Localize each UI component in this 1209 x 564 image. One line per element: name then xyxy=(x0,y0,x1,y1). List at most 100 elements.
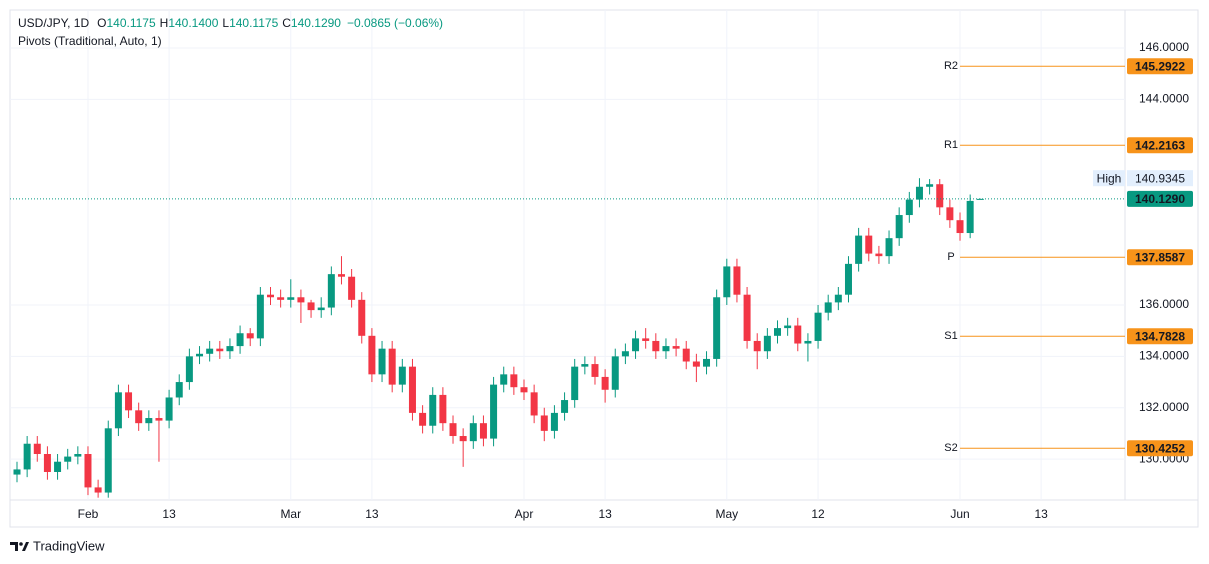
ohlc-key: O xyxy=(97,16,106,30)
last-price-label: 140.1290 xyxy=(1135,192,1185,206)
candle-body xyxy=(976,198,984,200)
y-tick-label: 134.0000 xyxy=(1139,349,1189,363)
candle-body xyxy=(550,412,558,431)
candle-body xyxy=(490,384,498,439)
candle-body xyxy=(388,348,396,385)
pivot-name: P xyxy=(947,251,954,263)
candle-body xyxy=(317,307,325,311)
candle-body xyxy=(692,361,700,367)
candle-body xyxy=(713,297,721,359)
candle-body xyxy=(824,302,832,313)
candle-body xyxy=(561,400,569,413)
candle-body xyxy=(267,294,274,298)
candle-body xyxy=(449,423,457,437)
x-tick-label: 13 xyxy=(365,507,379,521)
candle-body xyxy=(571,366,579,401)
candle-body xyxy=(165,397,173,421)
candle-body xyxy=(104,428,112,493)
candle-body xyxy=(145,418,153,424)
x-tick-label: 13 xyxy=(598,507,612,521)
candle-body xyxy=(540,415,548,431)
ohlc-value: 140.1175 xyxy=(106,16,155,30)
candle-body xyxy=(581,364,589,367)
candle-body xyxy=(408,366,416,413)
x-tick-label: 13 xyxy=(1034,507,1048,521)
candle-body xyxy=(378,348,386,375)
ohlc-key: H xyxy=(160,16,169,30)
candle-body xyxy=(33,443,41,455)
candle-body xyxy=(926,184,934,187)
candle-body xyxy=(804,340,812,344)
x-tick-label: Apr xyxy=(515,507,534,521)
candle-body xyxy=(510,374,518,388)
candle-body xyxy=(43,454,51,472)
y-tick-label: 146.0000 xyxy=(1139,40,1189,54)
candle-body xyxy=(419,412,427,426)
candle-body xyxy=(601,376,609,390)
candle-body xyxy=(54,461,62,472)
candle-body xyxy=(13,469,21,475)
candle-body xyxy=(226,346,234,352)
candle-body xyxy=(196,353,204,357)
candle-body xyxy=(733,266,741,295)
price-box xyxy=(1127,440,1193,457)
candle-body xyxy=(216,348,224,352)
grid xyxy=(10,10,1125,500)
brand: TradingView xyxy=(33,538,105,553)
price-box-label: 145.2922 xyxy=(1135,59,1185,73)
candle-body xyxy=(135,410,143,424)
price-box-label: 142.2163 xyxy=(1135,138,1185,152)
candle-body xyxy=(915,186,923,200)
candle-body xyxy=(621,351,629,357)
price-box xyxy=(1127,249,1193,266)
candle-body xyxy=(632,338,640,352)
y-tick-label: 136.0000 xyxy=(1139,297,1189,311)
change: −0.0865 (−0.06%) xyxy=(347,16,443,30)
candle-body xyxy=(479,423,487,439)
ohlc-value: 140.1175 xyxy=(229,16,278,30)
candle-body xyxy=(500,374,508,385)
symbol: USD/JPY, 1D xyxy=(18,16,89,30)
x-tick-label: Feb xyxy=(78,507,99,521)
candle-body xyxy=(662,346,670,352)
candle-body xyxy=(642,338,650,341)
candle-body xyxy=(327,274,335,308)
logo-mark xyxy=(19,542,23,546)
ohlc-value: 140.1290 xyxy=(291,16,341,30)
price-box-label: 134.7828 xyxy=(1135,329,1185,343)
frame xyxy=(9,9,1199,528)
price-box xyxy=(1127,58,1193,75)
candle-body xyxy=(307,302,315,311)
candle-body xyxy=(611,356,619,390)
candle-body xyxy=(763,335,771,352)
candle-body xyxy=(520,387,528,393)
candle-body xyxy=(185,356,193,383)
candle-body xyxy=(844,263,852,295)
candle-body xyxy=(591,364,599,377)
candle-body xyxy=(256,294,264,339)
candle-body xyxy=(358,299,366,336)
y-tick-label: 144.0000 xyxy=(1139,92,1189,106)
candle-body xyxy=(703,358,711,367)
ohlc-value: 140.1400 xyxy=(168,16,218,30)
candle-body xyxy=(753,340,761,352)
candle-body xyxy=(672,346,680,349)
candle-body xyxy=(246,333,254,339)
candle-body xyxy=(175,382,183,398)
price-box-label: 137.8587 xyxy=(1135,250,1185,264)
high-box xyxy=(1127,170,1193,187)
pivot-name: R1 xyxy=(944,139,958,151)
candle-body xyxy=(439,394,447,424)
candle-body xyxy=(956,220,964,234)
x-tick-label: May xyxy=(715,507,738,521)
candle-body xyxy=(682,348,690,362)
price-box xyxy=(1127,137,1193,154)
candle-body xyxy=(94,487,102,493)
candle-body xyxy=(794,325,802,344)
candle-body xyxy=(855,235,863,264)
candle-body xyxy=(74,454,82,457)
logo xyxy=(10,542,29,551)
candle-body xyxy=(865,235,873,254)
candle-body xyxy=(155,418,163,421)
